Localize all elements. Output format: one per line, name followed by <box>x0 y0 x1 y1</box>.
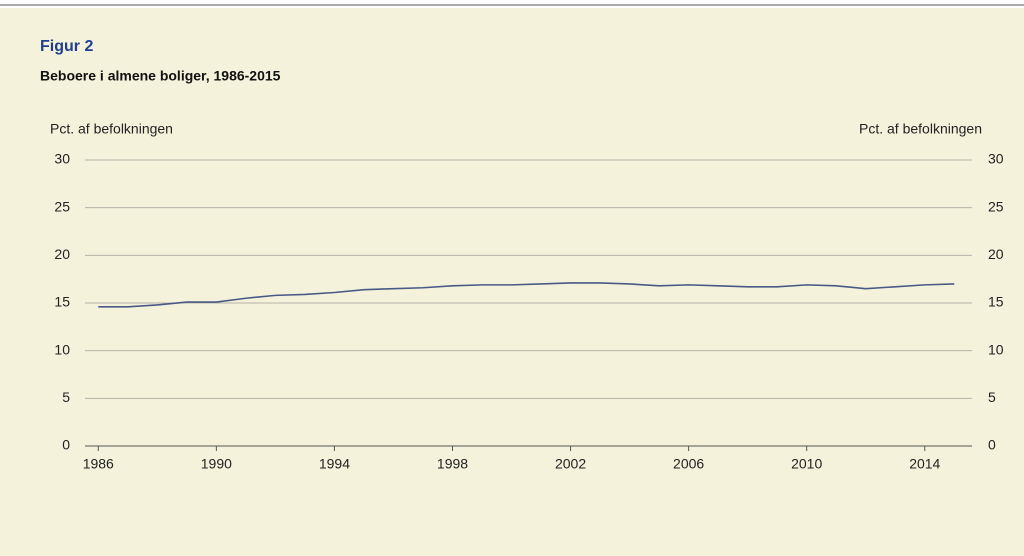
x-tick-label: 2002 <box>555 456 586 472</box>
y2-tick-label: 20 <box>988 246 1004 262</box>
background <box>0 8 1024 556</box>
y-tick-label: 5 <box>62 389 70 405</box>
x-tick-label: 2006 <box>673 456 704 472</box>
y2-axis-label: Pct. af befolkningen <box>859 121 982 137</box>
y-axis-label: Pct. af befolkningen <box>50 121 173 137</box>
y2-tick-label: 5 <box>988 389 996 405</box>
y-tick-label: 25 <box>54 198 70 214</box>
y2-tick-label: 15 <box>988 294 1004 310</box>
data-line <box>98 282 955 308</box>
y2-tick-label: 10 <box>988 341 1004 357</box>
x-tick-label: 2010 <box>791 456 822 472</box>
y-tick-label: 15 <box>54 294 70 310</box>
y2-tick-label: 25 <box>988 198 1004 214</box>
x-tick-label: 1986 <box>83 456 114 472</box>
y-tick-label: 0 <box>62 437 70 453</box>
y2-tick-label: 30 <box>988 151 1004 167</box>
x-tick-label: 1994 <box>319 456 350 472</box>
x-tick-label: 2014 <box>909 456 940 472</box>
chart-title: Figur 2 <box>40 38 93 55</box>
x-tick-label: 1998 <box>437 456 468 472</box>
y-tick-label: 30 <box>54 151 70 167</box>
y2-tick-label: 0 <box>988 437 996 453</box>
y-tick-label: 20 <box>54 246 70 262</box>
y-tick-label: 10 <box>54 341 70 357</box>
chart-subtitle: Beboere i almene boliger, 1986-2015 <box>40 68 281 84</box>
x-tick-label: 1990 <box>201 456 232 472</box>
